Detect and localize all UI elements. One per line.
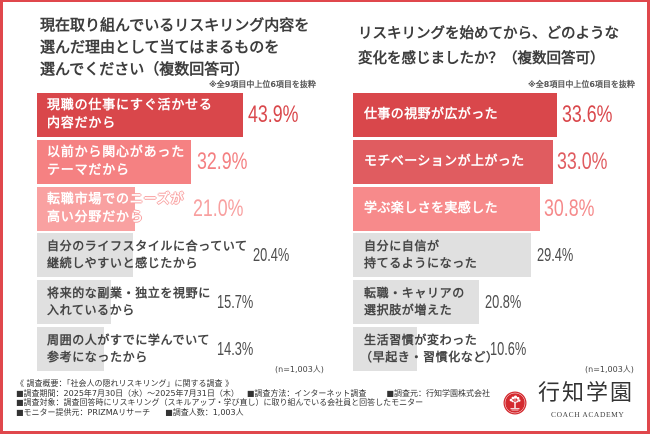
bar-label-line: 入れているから — [47, 303, 135, 318]
bar-value: 20.4% — [253, 244, 290, 265]
brand-logo-name: 行知学園 — [538, 381, 635, 406]
bar-label-line: モチベーションが上がった — [364, 153, 525, 169]
bar-label: モチベーションが上がった — [364, 140, 525, 184]
bar-label-line: 自分のライフスタイルに合っていて — [47, 239, 248, 254]
bar — [37, 280, 111, 325]
bar-value: 15.7% — [217, 291, 254, 312]
right-bar-row: 仕事の視野が広がった 33.6% — [353, 93, 643, 137]
left-chart-note: ※全9項目中上位6項目を抜粋 — [209, 80, 316, 89]
bar — [37, 233, 133, 278]
bar-value: 30.8% — [544, 194, 595, 222]
right-title-line: リスキリングを始めてから、どのような — [358, 26, 619, 42]
left-title-line: 選んだ理由として当てはまるものを — [40, 38, 280, 56]
survey-respondents: ■調査人数：1,003人 — [165, 408, 244, 418]
bar-label-line: 現職の仕事にすぐ活かせる — [47, 98, 213, 113]
bar-value: 29.4% — [537, 244, 574, 265]
left-bar-row: 将来的な副業・独立を視野に 入れているから 15.7% — [37, 280, 327, 325]
bar — [353, 327, 418, 371]
bar-value: 20.8% — [485, 291, 522, 312]
bar-label-line: テーマだから — [47, 162, 130, 178]
bar-label-line: 転職・キャリアの — [364, 286, 465, 301]
survey-target: ■調査対象：調査回答時にリスキリング（スキルアップ・学び直し）に取り組んでいる会… — [16, 398, 424, 408]
left-title-line: 選んでください（複数回答可） — [40, 60, 250, 78]
bar-label-line: 周囲の人がすでに学んでいて — [47, 333, 210, 347]
left-title-line: 現在取り組んでいるリスキリング内容を — [40, 16, 310, 34]
left-bar-row: 転職市場でのニーズが 高い分野だから 21.0% — [37, 186, 327, 231]
bar — [353, 280, 480, 325]
survey-panel-provider: ■モニター提供元：PRIZMAリサーチ — [16, 408, 151, 418]
left-bar-row: 自分のライフスタイルに合っていて 継続しやすいと感じたから 20.4% — [37, 233, 327, 278]
brand-logo-subtitle: COACH ACADEMY — [551, 410, 625, 419]
bar-label: 周囲の人がすでに学んでいて 参考になったから — [47, 327, 210, 371]
right-title-line: 変化を感じましたか？（複数回答可） — [358, 51, 605, 67]
bar-label-line: 生活習慣が変わった — [364, 333, 478, 347]
survey-overview-line: ■モニター提供元：PRIZMAリサーチ ■調査人数：1,003人 — [16, 408, 490, 418]
bar — [37, 93, 243, 137]
bar-label: 仕事の視野が広がった — [364, 93, 498, 137]
bar-label: 生活習慣が変わった （早起き・習慣化など） — [360, 327, 499, 371]
bar — [37, 139, 192, 184]
bar-value: 32.9% — [197, 147, 248, 175]
right-bar-row: モチベーションが上がった 33.0% — [353, 139, 643, 184]
survey-overview-line: ■調査対象：調査回答時にリスキリング（スキルアップ・学び直し）に取り組んでいる会… — [16, 398, 490, 408]
bar-label-line: 持てるようになった — [364, 256, 478, 271]
bar-label: 自分のライフスタイルに合っていて 継続しやすいと感じたから — [47, 233, 248, 277]
survey-method: ■調査方法：インターネット調査 — [246, 388, 367, 398]
survey-source: ■調査元：行知学園株式会社 — [386, 388, 490, 398]
bar-label-line: （早起き・習慣化など） — [360, 350, 499, 364]
bar — [353, 139, 554, 184]
right-chart-note: ※全8項目中上位6項目を抜粋 — [528, 80, 635, 89]
bar-value: 33.6% — [562, 101, 613, 128]
bar-label: 転職・キャリアの 選択肢が増えた — [364, 280, 465, 324]
bar-value: 14.3% — [217, 338, 254, 359]
bar-label-line: 内容だから — [47, 116, 117, 131]
bar-label: 学ぶ楽しさを実感した — [364, 187, 498, 231]
right-sample-size: (n=1,003人) — [585, 365, 634, 374]
bar-label-line: 高い分野だから — [47, 209, 144, 225]
left-sample-size: (n=1,003人) — [275, 365, 324, 374]
survey-overview-line: ■調査期間：2025年7月30日（水）～2025年7月31日（木） ■調査方法：イ… — [16, 389, 490, 399]
right-bar-row: 転職・キャリアの 選択肢が増えた 20.8% — [353, 280, 643, 325]
right-bar-row: 自分に自信が 持てるようになった 29.4% — [353, 233, 643, 278]
bar-label-line: 学ぶ楽しさを実感した — [364, 200, 499, 216]
right-chart-title: リスキリングを始めてから、どのような 変化を感じましたか？（複数回答可） — [358, 22, 619, 72]
bar — [353, 233, 532, 278]
left-bar-row: 周囲の人がすでに学んでいて 参考になったから 14.3% — [37, 327, 327, 371]
bar — [37, 327, 105, 371]
bar-label-line: 選択肢が増えた — [364, 303, 453, 318]
bar-label: 転職市場でのニーズが 高い分野だから — [47, 187, 184, 231]
bar-value: 33.0% — [557, 147, 608, 175]
bar-value: 21.0% — [193, 194, 244, 222]
bar-label: 現職の仕事にすぐ活かせる 内容だから — [47, 93, 213, 137]
bar-label-line: 自分に自信が — [364, 239, 440, 254]
tree-emblem-icon — [503, 391, 527, 415]
right-bar-row: 学ぶ楽しさを実感した 30.8% — [353, 186, 643, 231]
bar — [353, 93, 557, 137]
bar-label: 自分に自信が 持てるようになった — [364, 233, 477, 277]
bar-label-line: 仕事の視野が広がった — [364, 107, 499, 122]
bar — [37, 186, 136, 231]
right-bar-row: 生活習慣が変わった （早起き・習慣化など） 10.6% — [353, 327, 643, 371]
bar-value: 43.9% — [248, 101, 299, 128]
left-bar-row: 以前から関心があった テーマだから 32.9% — [37, 139, 327, 184]
bar-label: 将来的な副業・独立を視野に 入れているから — [47, 280, 211, 324]
bar-label-line: 将来的な副業・独立を視野に — [47, 286, 211, 301]
bar-label-line: 転職市場でのニーズが — [47, 191, 185, 207]
bar-label-line: 継続しやすいと感じたから — [47, 256, 199, 271]
survey-overview: 《 調査概要：「社会人の隠れリスキリング」に関する調査 》 ■調査期間：2025… — [16, 379, 490, 418]
bar-value: 10.6% — [490, 338, 527, 359]
bar-label: 以前から関心があった テーマだから — [47, 140, 185, 184]
survey-period: ■調査期間：2025年7月30日（水）～2025年7月31日（木） — [16, 388, 239, 398]
bar-label-line: 以前から関心があった — [47, 144, 186, 160]
left-chart-title: 現在取り組んでいるリスキリング内容を 選んだ理由として当てはまるものを 選んでく… — [40, 14, 309, 80]
survey-overview-title: 《 調査概要：「社会人の隠れリスキリング」に関する調査 》 — [16, 379, 234, 388]
bar — [353, 186, 540, 231]
bar-label-line: 参考になったから — [47, 350, 148, 364]
left-bar-row: 現職の仕事にすぐ活かせる 内容だから 43.9% — [37, 93, 327, 137]
